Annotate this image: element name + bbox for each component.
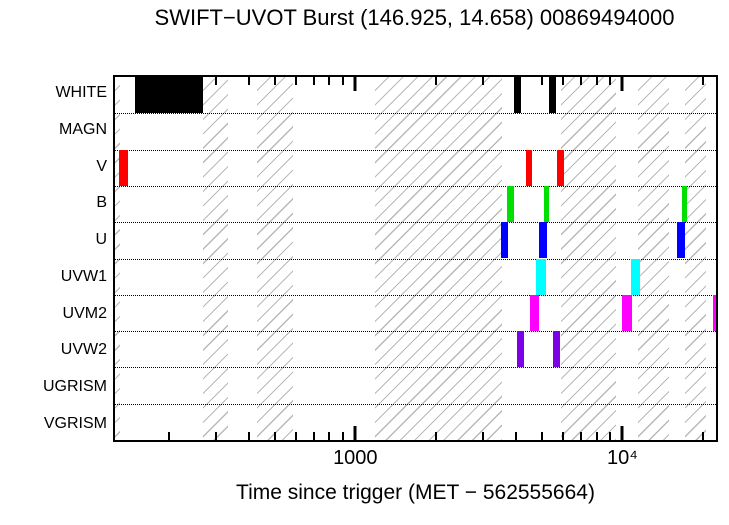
obs-bar-u — [538, 222, 548, 259]
row-separator — [115, 113, 716, 115]
obs-bar-white — [549, 77, 556, 114]
obs-bar-uvw2 — [552, 331, 560, 368]
minor-tick — [295, 432, 298, 440]
minor-tick — [481, 77, 484, 85]
row-separator — [115, 403, 716, 405]
minor-tick — [342, 432, 345, 440]
minor-tick — [609, 432, 612, 440]
row-separator — [115, 258, 716, 260]
y-axis-label-v: V — [96, 157, 107, 175]
minor-tick — [515, 77, 518, 85]
major-tick — [353, 426, 357, 440]
y-axis-label-white: WHITE — [55, 84, 107, 102]
minor-tick — [273, 432, 276, 440]
x-tick-label-10000: 10⁴ — [607, 447, 638, 469]
row-separator — [115, 331, 716, 333]
y-axis-label-b: B — [96, 194, 107, 212]
minor-tick — [295, 77, 298, 85]
y-axis-label-uvm2: UVM2 — [62, 304, 107, 322]
x-axis-label: Time since trigger (MET − 562555664) — [236, 481, 595, 504]
minor-tick — [609, 77, 612, 85]
y-axis-label-uvw1: UVW1 — [60, 267, 107, 285]
minor-tick — [434, 77, 437, 85]
minor-tick — [541, 77, 544, 85]
minor-tick — [595, 77, 598, 85]
minor-tick — [167, 432, 170, 440]
minor-tick — [328, 77, 331, 85]
plot-area — [113, 75, 718, 442]
minor-tick — [595, 432, 598, 440]
minor-tick — [248, 77, 250, 85]
minor-tick — [481, 432, 484, 440]
minor-tick — [167, 77, 170, 85]
y-axis-label-magn: MAGN — [59, 121, 107, 139]
minor-tick — [701, 77, 704, 85]
minor-tick — [214, 77, 217, 85]
obs-bar-uvm2 — [530, 294, 539, 332]
minor-tick — [328, 432, 331, 440]
obs-bar-v — [526, 149, 533, 186]
minor-tick — [562, 432, 565, 440]
obs-bar-v — [118, 149, 129, 186]
obs-bar-b — [544, 185, 549, 223]
row-separator — [115, 294, 716, 296]
minor-tick — [701, 432, 704, 440]
obs-bar-u — [677, 222, 686, 259]
major-tick — [353, 77, 357, 91]
obs-bar-white — [514, 77, 522, 114]
minor-tick — [541, 432, 544, 440]
minor-tick — [580, 432, 583, 440]
minor-tick — [515, 432, 518, 440]
minor-tick — [214, 432, 217, 440]
y-axis-label-ugrism: UGRISM — [43, 377, 107, 395]
major-tick — [620, 426, 624, 440]
obs-bar-b — [507, 185, 515, 223]
minor-tick — [248, 432, 250, 440]
obs-bar-uvw1 — [631, 258, 641, 295]
y-axis-label-uvw2: UVW2 — [60, 341, 107, 359]
row-separator — [115, 222, 716, 224]
obs-bar-u — [501, 222, 509, 259]
row-separator — [115, 149, 716, 151]
x-tick-label-1000: 1000 — [333, 447, 378, 469]
minor-tick — [580, 77, 583, 85]
y-axis-label-u: U — [95, 231, 107, 249]
obs-bar-uvw1 — [536, 258, 546, 295]
obs-bar-b — [682, 185, 687, 223]
major-tick — [620, 77, 624, 91]
minor-tick — [562, 77, 565, 85]
obs-bar-v — [556, 149, 564, 186]
row-separator — [115, 367, 716, 369]
obs-bar-uvm2 — [712, 294, 716, 332]
row-separator — [115, 185, 716, 187]
y-axis-label-vgrism: VGRISM — [43, 414, 107, 432]
minor-tick — [312, 432, 315, 440]
obs-bar-uvw2 — [517, 331, 525, 368]
chart-title: SWIFT−UVOT Burst (146.925, 14.658) 00869… — [154, 5, 675, 30]
minor-tick — [312, 77, 315, 85]
minor-tick — [434, 432, 437, 440]
minor-tick — [342, 77, 345, 85]
minor-tick — [273, 77, 276, 85]
obs-bar-uvm2 — [622, 294, 633, 332]
